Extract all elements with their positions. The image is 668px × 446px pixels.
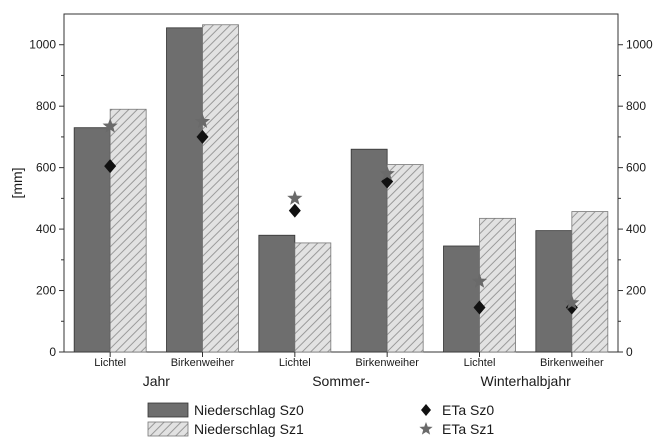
bar-niederschlag-sz1 <box>571 211 609 353</box>
x-tick-label: Lichtel <box>464 357 496 369</box>
bars-layer <box>73 24 609 353</box>
y-tick-label-right: 800 <box>626 99 646 113</box>
y-tick-label-left: 600 <box>36 161 56 175</box>
legend-label: ETa Sz0 <box>442 402 494 418</box>
y-tick-label-right: 600 <box>626 161 646 175</box>
legend-item: Niederschlag Sz0 <box>147 402 304 418</box>
legend-label: ETa Sz1 <box>442 421 494 437</box>
marker-eta-sz1 <box>564 294 580 310</box>
y-tick-label-left: 200 <box>36 284 56 298</box>
legend-item: Niederschlag Sz1 <box>147 421 304 437</box>
x-tick-label: Birkenweiher <box>355 357 419 369</box>
legend-swatch-sz0 <box>147 402 189 418</box>
marker-eta-sz1 <box>194 113 211 129</box>
x-tick-label: Lichtel <box>279 357 311 369</box>
y-tick-label-left: 1000 <box>29 38 56 52</box>
marker-eta-sz1 <box>102 118 118 133</box>
y-tick-label-right: 400 <box>626 222 646 236</box>
x-group-label: Winterhalbjahr <box>481 373 572 389</box>
bar-niederschlag-sz0 <box>350 148 388 353</box>
bar-niederschlag-sz1 <box>479 217 516 353</box>
x-tick-label: Birkenweiher <box>171 357 235 369</box>
x-group-label: Jahr <box>143 373 171 389</box>
bar-niederschlag-sz1 <box>294 242 332 353</box>
bar-niederschlag-sz0 <box>166 27 203 353</box>
y-tick-label-right: 1000 <box>626 38 653 52</box>
marker-eta-sz0 <box>104 159 117 174</box>
y-tick-label-right: 0 <box>626 345 633 359</box>
y-axis-left: 0 200 400 600 800 1000 <box>29 38 64 359</box>
bar-niederschlag-sz0 <box>73 127 111 353</box>
bar-niederschlag-sz1 <box>386 164 424 353</box>
plot-frame <box>63 13 619 353</box>
legend-marker-eta-sz0 <box>421 404 431 416</box>
y-axis-right: 0 200 400 600 800 1000 <box>618 38 653 359</box>
marker-eta-sz0 <box>288 203 301 218</box>
bar-niederschlag-sz1 <box>109 108 147 353</box>
x-axis: Lichtel Birkenweiher Lichtel Birkenweiher Li… <box>94 352 604 389</box>
marker-eta-sz0 <box>473 300 486 315</box>
legend-swatch-sz1 <box>147 421 189 437</box>
markers-layer <box>102 113 580 315</box>
legend-item: ETa Sz0 <box>421 402 494 418</box>
x-tick-label: Lichtel <box>94 357 126 369</box>
y-tick-label-left: 400 <box>36 222 56 236</box>
legend: Niederschlag Sz0 Niederschlag Sz1 ETa Sz0 E… <box>147 402 494 437</box>
marker-eta-sz1 <box>379 165 395 181</box>
marker-eta-sz1 <box>471 273 488 288</box>
legend-label: Niederschlag Sz1 <box>194 421 304 437</box>
bar-niederschlag-sz1 <box>202 24 239 353</box>
y-axis-label: [mm] <box>9 167 25 198</box>
marker-eta-sz1 <box>287 190 303 205</box>
y-tick-label-left: 800 <box>36 99 56 113</box>
x-group-label: Sommer- <box>312 373 370 389</box>
x-tick-label: Birkenweiher <box>540 357 604 369</box>
legend-item: ETa Sz1 <box>419 421 494 437</box>
bar-niederschlag-sz0 <box>443 245 480 353</box>
y-tick-label-right: 200 <box>626 284 646 298</box>
y-tick-label-left: 0 <box>49 345 56 359</box>
marker-eta-sz0 <box>196 129 209 144</box>
legend-label: Niederschlag Sz0 <box>194 402 304 418</box>
legend-marker-eta-sz1 <box>419 422 433 435</box>
bar-niederschlag-sz0 <box>258 234 296 353</box>
bar-niederschlag-sz0 <box>535 230 573 353</box>
